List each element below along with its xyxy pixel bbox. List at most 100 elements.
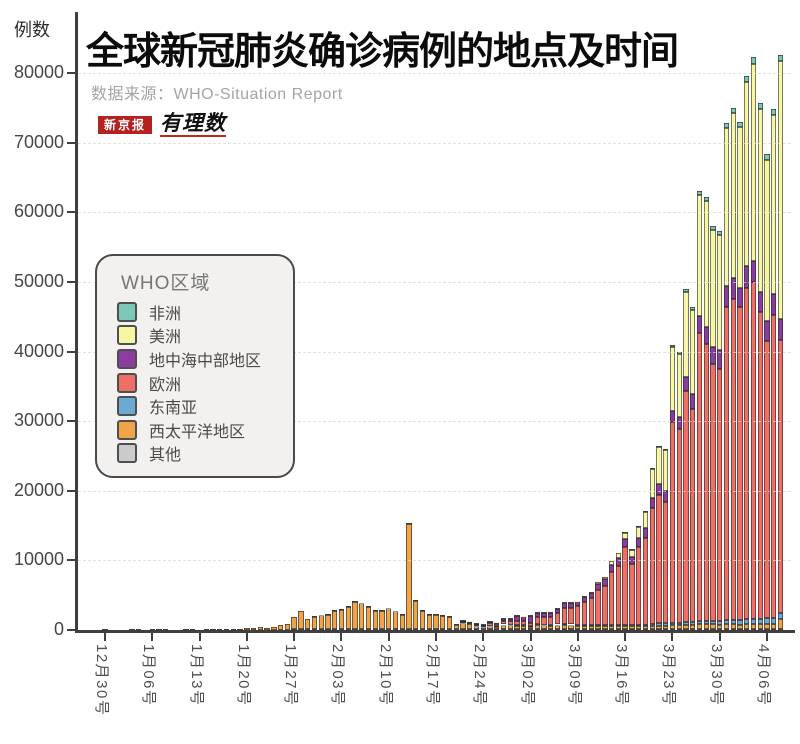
bar-segment [494, 625, 500, 627]
bar-segment [764, 154, 770, 160]
bar-segment [379, 611, 385, 630]
bar-segment [365, 629, 372, 630]
bar-segment [514, 615, 520, 617]
bar-segment [588, 592, 594, 593]
x-tick-label: 1月27号 [282, 644, 300, 707]
bar-segment [521, 620, 527, 626]
bar-segment [656, 447, 662, 485]
bar-segment [521, 625, 527, 630]
bar-segment [507, 618, 513, 619]
bar-segment [575, 605, 581, 626]
bar-segment [588, 624, 594, 626]
x-tick-label: 3月09号 [565, 644, 583, 707]
bar-segment [608, 561, 615, 565]
legend-item: 美洲 [117, 324, 285, 348]
bar-segment [723, 624, 730, 629]
bar-segment [750, 628, 757, 630]
bar-segment [446, 616, 453, 618]
y-tick-mark [67, 489, 75, 492]
bar-segment [406, 629, 412, 630]
bar-segment [764, 618, 770, 625]
bar-segment [750, 624, 757, 629]
bar-segment [480, 626, 486, 628]
bar-segment [284, 624, 291, 630]
bar-segment [500, 620, 507, 625]
legend-label: 非洲 [149, 305, 182, 323]
bar-segment [602, 629, 608, 630]
legend-items: 非洲 美洲 地中海中部地区 欧洲 东南亚 西太平洋地区 其他 [117, 300, 285, 465]
bar-segment [649, 467, 655, 469]
bar-segment [325, 614, 331, 630]
bar-segment [352, 601, 358, 603]
bar-segment [696, 191, 703, 195]
bar-segment [487, 622, 493, 624]
gridline-overlay [78, 142, 791, 144]
bar-segment [514, 616, 520, 622]
bar-segment [534, 612, 540, 617]
bar-segment [480, 624, 486, 626]
bar-segment [649, 629, 655, 630]
bar-segment [473, 624, 480, 626]
bar-segment [608, 625, 615, 630]
bar-segment [568, 624, 574, 626]
bar-segment [494, 621, 500, 623]
bar-segment [744, 628, 750, 630]
bar-segment [426, 629, 432, 630]
bar-segment [514, 621, 520, 626]
y-tick-mark [67, 280, 75, 283]
bar-segment [460, 622, 466, 624]
bar-segment [750, 260, 757, 283]
bar-segment [507, 621, 513, 625]
bar-segment [663, 450, 669, 492]
bar-segment [629, 548, 635, 550]
bar-segment [635, 546, 642, 625]
bar-segment [588, 592, 594, 599]
bar-segment [521, 629, 527, 630]
bar-segment [419, 610, 426, 630]
bar-segment [676, 354, 682, 418]
bar-segment [663, 625, 669, 630]
bar-segment [554, 624, 561, 626]
bar-segment [392, 610, 399, 612]
bar-segment [696, 624, 703, 629]
x-tick-label: 2月03号 [329, 644, 347, 707]
bar-segment [561, 602, 567, 609]
y-tick-mark [67, 72, 75, 74]
bar-segment [554, 608, 561, 613]
bar-segment [541, 625, 547, 630]
bar-segment [777, 628, 784, 630]
bar-segment [602, 624, 608, 626]
bar-segment [730, 619, 736, 625]
legend-swatch [117, 443, 137, 464]
bar-segment [608, 564, 615, 573]
bar-segment [723, 620, 730, 625]
bar-segment [554, 612, 561, 625]
bar-segment [480, 629, 486, 630]
bar-segment [615, 557, 622, 566]
bar-segment [717, 620, 723, 625]
bar-segment [521, 615, 527, 617]
bar-segment [487, 623, 493, 626]
bar-segment [568, 608, 574, 625]
x-tick-mark [482, 632, 485, 641]
bar-segment [507, 629, 513, 630]
bar-segment [771, 315, 777, 618]
bar-segment [615, 624, 622, 626]
bar-segment [676, 628, 682, 630]
bar-segment [500, 619, 507, 621]
bar-segment [473, 623, 480, 625]
bar-segment [642, 624, 649, 626]
bar-segment [568, 629, 574, 630]
bar-segment [588, 598, 594, 625]
bar-segment [548, 624, 554, 626]
bar-segment [683, 291, 689, 377]
bar-segment [494, 626, 500, 630]
bar-segment [710, 346, 716, 365]
bar-segment [717, 230, 723, 235]
bar-segment [642, 629, 649, 630]
bar-segment [683, 624, 689, 629]
bar-segment [575, 625, 581, 626]
bar-segment [467, 622, 473, 624]
bar-segment [480, 627, 486, 630]
bar-segment [649, 497, 655, 508]
